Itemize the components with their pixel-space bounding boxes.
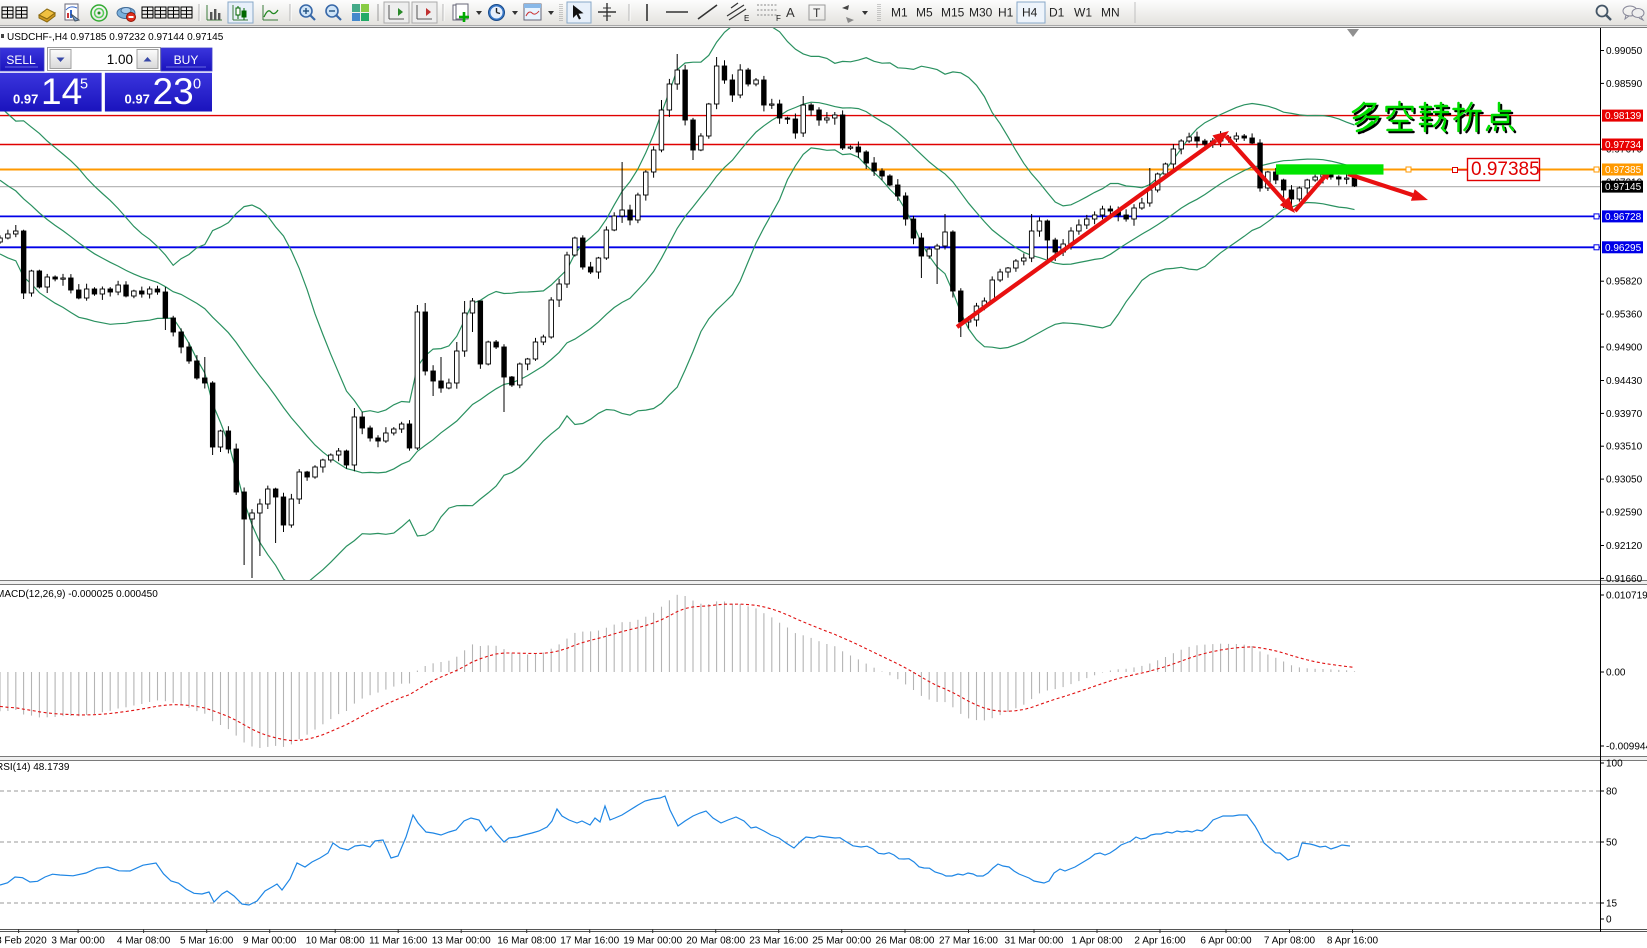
svg-text:M30: M30 [969, 6, 993, 20]
svg-text:H4: H4 [1022, 6, 1038, 20]
svg-text:5 Mar 16:00: 5 Mar 16:00 [180, 936, 234, 947]
svg-text:100: 100 [1606, 759, 1623, 770]
svg-text:10 Mar 08:00: 10 Mar 08:00 [306, 936, 365, 947]
svg-text:80: 80 [1606, 787, 1618, 798]
svg-text:3 Mar 00:00: 3 Mar 00:00 [51, 936, 105, 947]
svg-text:0.97385: 0.97385 [1605, 165, 1642, 176]
svg-text:0.93050: 0.93050 [1606, 475, 1643, 486]
svg-text:0.97: 0.97 [125, 91, 150, 106]
svg-text:0.92120: 0.92120 [1606, 541, 1643, 552]
svg-text:A: A [786, 5, 795, 20]
svg-text:28 Feb 2020: 28 Feb 2020 [0, 936, 47, 947]
svg-text:15: 15 [1606, 899, 1618, 910]
svg-text:23: 23 [153, 71, 194, 112]
svg-text:E: E [744, 14, 749, 23]
svg-text:8 Apr 16:00: 8 Apr 16:00 [1327, 936, 1379, 947]
svg-text:0.96728: 0.96728 [1605, 212, 1642, 223]
svg-text:0.96295: 0.96295 [1605, 243, 1642, 254]
svg-text:0.97385: 0.97385 [1471, 159, 1540, 180]
svg-text:6 Apr 00:00: 6 Apr 00:00 [1200, 936, 1252, 947]
svg-text:F: F [776, 14, 781, 23]
svg-text:1.00: 1.00 [107, 52, 133, 67]
svg-text:11 Mar 16:00: 11 Mar 16:00 [369, 936, 428, 947]
svg-text:0.97145: 0.97145 [1605, 182, 1642, 193]
svg-text:16 Mar 08:00: 16 Mar 08:00 [497, 936, 556, 947]
svg-text:D1: D1 [1049, 6, 1065, 20]
svg-text:17 Mar 16:00: 17 Mar 16:00 [560, 936, 619, 947]
svg-text:M15: M15 [941, 6, 965, 20]
svg-text:0.93970: 0.93970 [1606, 409, 1643, 420]
svg-text:27 Mar 16:00: 27 Mar 16:00 [939, 936, 998, 947]
svg-text:RSI(14) 48.1739: RSI(14) 48.1739 [0, 762, 70, 773]
svg-text:50: 50 [1606, 838, 1618, 849]
svg-text:19 Mar 00:00: 19 Mar 00:00 [623, 936, 682, 947]
svg-text:0.97: 0.97 [13, 91, 38, 106]
svg-text:0: 0 [1606, 915, 1612, 926]
svg-text:31 Mar 00:00: 31 Mar 00:00 [1005, 936, 1064, 947]
svg-text:26 Mar 08:00: 26 Mar 08:00 [876, 936, 935, 947]
svg-text:0.94430: 0.94430 [1606, 376, 1643, 387]
svg-text:M1: M1 [891, 6, 908, 20]
svg-text:0.98139: 0.98139 [1605, 111, 1642, 122]
svg-text:0.00: 0.00 [1606, 668, 1626, 679]
svg-text:5: 5 [80, 76, 88, 92]
svg-text:W1: W1 [1074, 6, 1092, 20]
svg-text:SELL: SELL [6, 53, 36, 67]
svg-text:14: 14 [41, 71, 82, 112]
svg-text:0.99050: 0.99050 [1606, 46, 1643, 57]
svg-text:0.97734: 0.97734 [1605, 140, 1642, 151]
svg-text:25 Mar 00:00: 25 Mar 00:00 [812, 936, 871, 947]
svg-text:MN: MN [1101, 6, 1120, 20]
svg-text:0: 0 [193, 76, 201, 92]
svg-text:9 Mar 00:00: 9 Mar 00:00 [243, 936, 297, 947]
svg-text:MACD(12,26,9) -0.000025 0.0004: MACD(12,26,9) -0.000025 0.000450 [0, 589, 158, 600]
svg-text:-0.009944: -0.009944 [1606, 742, 1647, 753]
svg-text:1 Apr 08:00: 1 Apr 08:00 [1071, 936, 1123, 947]
svg-text:M5: M5 [916, 6, 933, 20]
svg-text:0.95820: 0.95820 [1606, 277, 1643, 288]
svg-text:BUY: BUY [174, 53, 199, 67]
svg-text:USDCHF-,H4 0.97185 0.97232 0.: USDCHF-,H4 0.97185 0.97232 0.97144 0.971… [7, 32, 224, 43]
svg-text:0.94900: 0.94900 [1606, 343, 1643, 354]
svg-text:7 Apr 08:00: 7 Apr 08:00 [1264, 936, 1316, 947]
svg-text:23 Mar 16:00: 23 Mar 16:00 [749, 936, 808, 947]
svg-text:0.98590: 0.98590 [1606, 79, 1643, 90]
svg-text:0.93510: 0.93510 [1606, 442, 1643, 453]
svg-text:2 Apr 16:00: 2 Apr 16:00 [1134, 936, 1186, 947]
svg-text:0.92590: 0.92590 [1606, 508, 1643, 519]
svg-text:20 Mar 08:00: 20 Mar 08:00 [686, 936, 745, 947]
svg-text:T: T [813, 6, 821, 20]
svg-text:0.91660: 0.91660 [1606, 574, 1643, 585]
svg-text:H1: H1 [998, 6, 1014, 20]
svg-text:13 Mar 00:00: 13 Mar 00:00 [432, 936, 491, 947]
svg-text:4 Mar 08:00: 4 Mar 08:00 [117, 936, 171, 947]
svg-text:0.95360: 0.95360 [1606, 310, 1643, 321]
svg-text:0.010719: 0.010719 [1606, 591, 1647, 602]
